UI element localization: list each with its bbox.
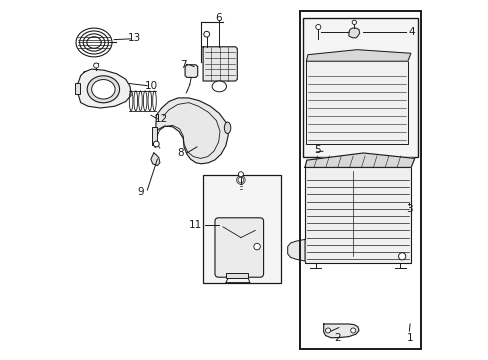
Ellipse shape xyxy=(91,80,115,99)
Bar xyxy=(305,167,410,263)
Polygon shape xyxy=(151,153,160,166)
Circle shape xyxy=(315,24,320,30)
Polygon shape xyxy=(185,65,197,77)
Bar xyxy=(300,11,420,349)
Text: 4: 4 xyxy=(407,27,414,37)
Text: 6: 6 xyxy=(215,13,222,23)
Polygon shape xyxy=(203,47,237,81)
Circle shape xyxy=(238,172,243,177)
FancyBboxPatch shape xyxy=(215,218,263,277)
Circle shape xyxy=(325,328,330,333)
Ellipse shape xyxy=(212,81,226,92)
Polygon shape xyxy=(305,153,414,167)
Text: 8: 8 xyxy=(177,148,183,158)
Bar xyxy=(75,83,80,94)
Bar xyxy=(303,18,417,157)
Polygon shape xyxy=(287,239,305,261)
Polygon shape xyxy=(348,28,359,38)
Text: 7: 7 xyxy=(180,60,186,70)
Circle shape xyxy=(398,253,405,260)
Circle shape xyxy=(351,20,356,24)
Circle shape xyxy=(203,31,209,37)
Polygon shape xyxy=(78,69,131,108)
Bar xyxy=(226,273,247,278)
Ellipse shape xyxy=(224,122,230,134)
Text: 11: 11 xyxy=(188,220,202,230)
Text: 13: 13 xyxy=(127,33,141,43)
Bar xyxy=(203,175,280,283)
Text: 1: 1 xyxy=(406,333,412,343)
Polygon shape xyxy=(323,324,358,338)
Text: 12: 12 xyxy=(154,114,167,124)
Text: 3: 3 xyxy=(406,204,412,214)
Circle shape xyxy=(350,328,355,333)
Text: 2: 2 xyxy=(333,333,340,343)
Circle shape xyxy=(253,243,260,250)
Ellipse shape xyxy=(87,76,120,103)
Bar xyxy=(306,61,407,144)
Polygon shape xyxy=(153,98,228,164)
Circle shape xyxy=(94,63,99,68)
Text: 5: 5 xyxy=(313,145,320,156)
Text: 9: 9 xyxy=(138,186,144,197)
Bar xyxy=(151,127,157,145)
Text: 10: 10 xyxy=(144,81,157,91)
Polygon shape xyxy=(306,50,410,61)
Circle shape xyxy=(153,141,159,147)
